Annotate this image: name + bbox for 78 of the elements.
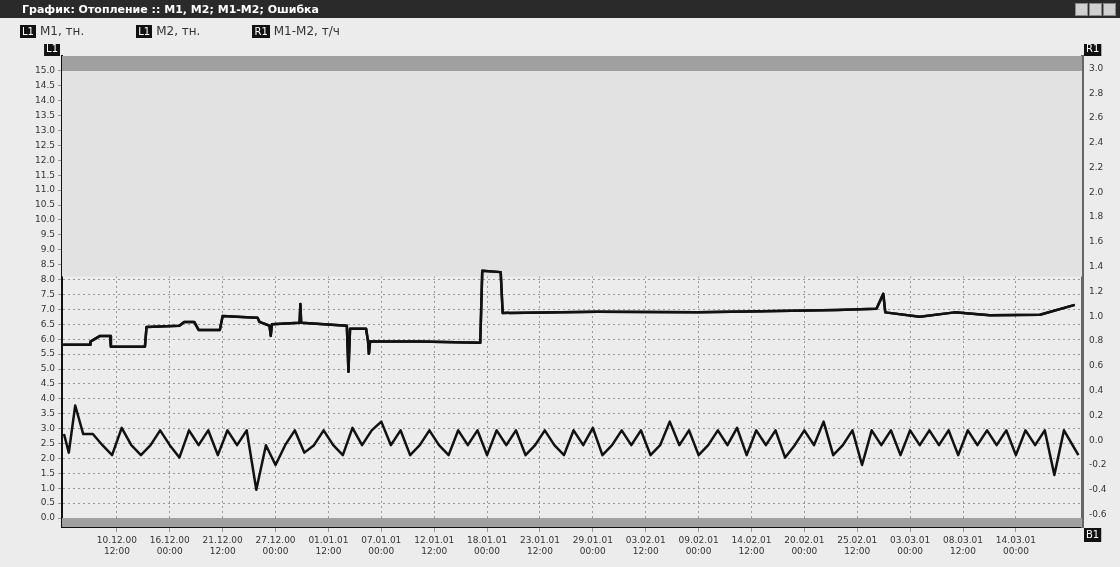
y2-tick-label: 0.6 — [1089, 360, 1104, 371]
y-tick-label: 12.5 — [34, 139, 55, 150]
y2-tick-label: -0.6 — [1089, 508, 1107, 519]
y-tick-label: 2.5 — [40, 437, 55, 448]
y2-tick-label: 0.4 — [1089, 385, 1104, 395]
y2-tick-label: 2.0 — [1089, 186, 1104, 197]
x-tick-label: 18.01.01 00:00 — [467, 534, 508, 556]
y-tick-label: 4.5 — [40, 378, 55, 389]
y2-tick-label: 0.8 — [1089, 335, 1104, 346]
x-tick-label: 09.02.01 00:00 — [678, 534, 719, 556]
y-tick-label: 7.0 — [40, 303, 56, 314]
y2-tick-label: 0.2 — [1089, 409, 1104, 420]
y2-tick-label: 1.8 — [1089, 211, 1104, 222]
y-tick-label: 2.0 — [40, 452, 56, 463]
y-tick-label: 11.0 — [34, 184, 56, 195]
text: L1 — [138, 25, 151, 37]
x-tick-label: 14.02.01 12:00 — [731, 534, 772, 556]
x-tick-label: 03.02.01 12:00 — [625, 534, 666, 556]
text: R1 — [254, 25, 268, 37]
y-tick-label: 12.0 — [34, 154, 56, 165]
y-tick-label: 10.0 — [34, 214, 56, 225]
y-tick-label: 13.0 — [34, 124, 56, 135]
y-tick-label: 4.0 — [40, 393, 56, 404]
text: L1 — [22, 25, 34, 37]
y-tick-label: 0.0 — [40, 512, 56, 523]
y2-tick-label: 2.8 — [1089, 87, 1104, 98]
y-tick-label: 3.5 — [40, 408, 55, 419]
y-tick-label: 9.5 — [40, 229, 55, 240]
text: R1 — [1086, 42, 1100, 54]
y-tick-label: 3.0 — [40, 422, 56, 433]
y-tick-label: 11.5 — [34, 169, 55, 180]
x-tick-label: 16.12.00 00:00 — [149, 534, 191, 556]
y-tick-label: 5.5 — [40, 348, 55, 359]
y2-tick-label: 1.0 — [1089, 310, 1104, 321]
x-tick-label: 25.02.01 12:00 — [837, 534, 878, 556]
x-tick-label: 27.12.00 00:00 — [255, 534, 296, 556]
y-tick-label: 1.0 — [40, 482, 56, 493]
y2-tick-label: 1.2 — [1089, 285, 1104, 296]
y2-tick-label: 2.6 — [1089, 112, 1104, 123]
y-tick-label: 8.5 — [40, 259, 55, 270]
x-tick-label: 23.01.01 12:00 — [519, 534, 560, 556]
y2-tick-label: -0.4 — [1089, 484, 1107, 495]
legend-label: M2, тн. — [156, 24, 201, 38]
y-tick-label: 9.0 — [40, 244, 56, 255]
legend-label: M1-M2, т/ч — [273, 24, 340, 38]
y2-tick-label: -0.2 — [1089, 459, 1107, 470]
y-tick-label: 0.5 — [40, 497, 55, 508]
x-tick-label: 10.12.00 12:00 — [96, 534, 138, 556]
x-tick-label: 20.02.01 00:00 — [784, 534, 825, 556]
y-tick-label: 7.5 — [40, 288, 55, 299]
x-tick-label: 14.03.01 00:00 — [995, 534, 1036, 556]
y-tick-label: 10.5 — [34, 199, 55, 210]
y-tick-label: 14.5 — [34, 80, 55, 91]
y-tick-label: 8.0 — [40, 273, 56, 284]
legend-label: M1, тн. — [39, 24, 85, 38]
y2-tick-label: 2.4 — [1089, 137, 1104, 148]
y-tick-label: 14.0 — [34, 95, 56, 106]
text: B1 — [1086, 528, 1100, 540]
x-tick-label: 12.01.01 12:00 — [414, 534, 455, 556]
y-tick-label: 6.0 — [40, 333, 56, 344]
chart-title: График: Отопление :: M1, M2; M1-M2; Ошибка — [22, 2, 319, 16]
y-tick-label: 1.5 — [40, 467, 55, 478]
x-tick-label: 29.01.01 00:00 — [572, 534, 613, 556]
y-tick-label: 5.0 — [40, 363, 56, 374]
y-tick-label: 6.5 — [40, 318, 55, 329]
x-tick-label: 07.01.01 00:00 — [361, 534, 402, 556]
y-tick-label: 13.5 — [34, 109, 55, 120]
x-tick-label: 08.03.01 12:00 — [942, 534, 984, 556]
y2-tick-label: 1.4 — [1089, 261, 1104, 272]
x-tick-label: 21.12.00 12:00 — [202, 534, 243, 556]
y-tick-label: 15.0 — [34, 65, 56, 76]
x-tick-label: 03.03.01 00:00 — [890, 534, 931, 556]
y2-tick-label: 0.0 — [1089, 434, 1104, 445]
y2-tick-label: 3.0 — [1089, 62, 1104, 73]
y2-tick-label: 1.6 — [1089, 236, 1104, 247]
y2-tick-label: 2.2 — [1089, 161, 1104, 172]
x-tick-label: 01.01.01 12:00 — [308, 534, 349, 556]
text: L1 — [46, 42, 58, 54]
